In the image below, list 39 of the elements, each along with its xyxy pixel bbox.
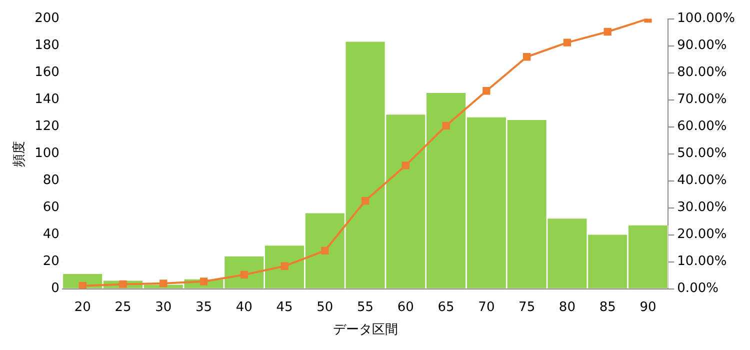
y-tick-label: 60 [42,200,60,216]
y2-tick-label: 10.00% [677,254,727,270]
y2-tick-label: 90.00% [677,38,727,54]
x-tick-label: 55 [357,300,374,315]
y2-tick-label: 50.00% [677,146,727,162]
y2-tick-label: 100.00% [677,11,736,26]
y-tick-label: 20 [42,254,60,270]
y-tick-label: 40 [42,227,60,242]
y-tick-label: 120 [34,119,60,134]
y-tick-label: 80 [42,173,60,188]
x-tick-label: 35 [195,300,212,315]
y-axis-title: 頻度 [11,140,28,167]
x-axis-title: データ区間 [332,322,398,338]
y2-tick-label: 70.00% [677,92,727,108]
y2-tick-label: 60.00% [677,119,727,134]
y2-tick-label: 30.00% [677,200,727,216]
x-tick-label: 40 [236,300,252,315]
y-tick-label: 200 [34,11,60,26]
y2-tick-label: 20.00% [677,227,727,242]
x-tick-label: 45 [276,300,293,315]
x-tick-label: 80 [558,300,576,315]
y-tick-label: 100 [34,146,60,162]
y2-tick-label: 0.00% [677,281,718,296]
x-tick-label: 25 [114,300,132,315]
x-tick-label: 60 [397,300,414,315]
x-tick-label: 75 [518,300,536,315]
x-tick-label: 90 [640,300,656,315]
x-tick-label: 50 [316,300,334,315]
y2-tick-label: 40.00% [677,173,727,188]
x-tick-label: 85 [599,300,616,315]
y-tick-label: 140 [34,92,60,108]
x-tick-label: 30 [155,300,172,315]
y-tick-label: 0 [51,281,60,296]
y2-tick-label: 80.00% [677,65,727,80]
y-tick-label: 160 [34,65,60,80]
x-tick-label: 20 [74,300,91,315]
x-tick-label: 65 [438,300,454,315]
x-tick-label: 70 [478,300,495,315]
y-tick-label: 180 [34,38,60,54]
